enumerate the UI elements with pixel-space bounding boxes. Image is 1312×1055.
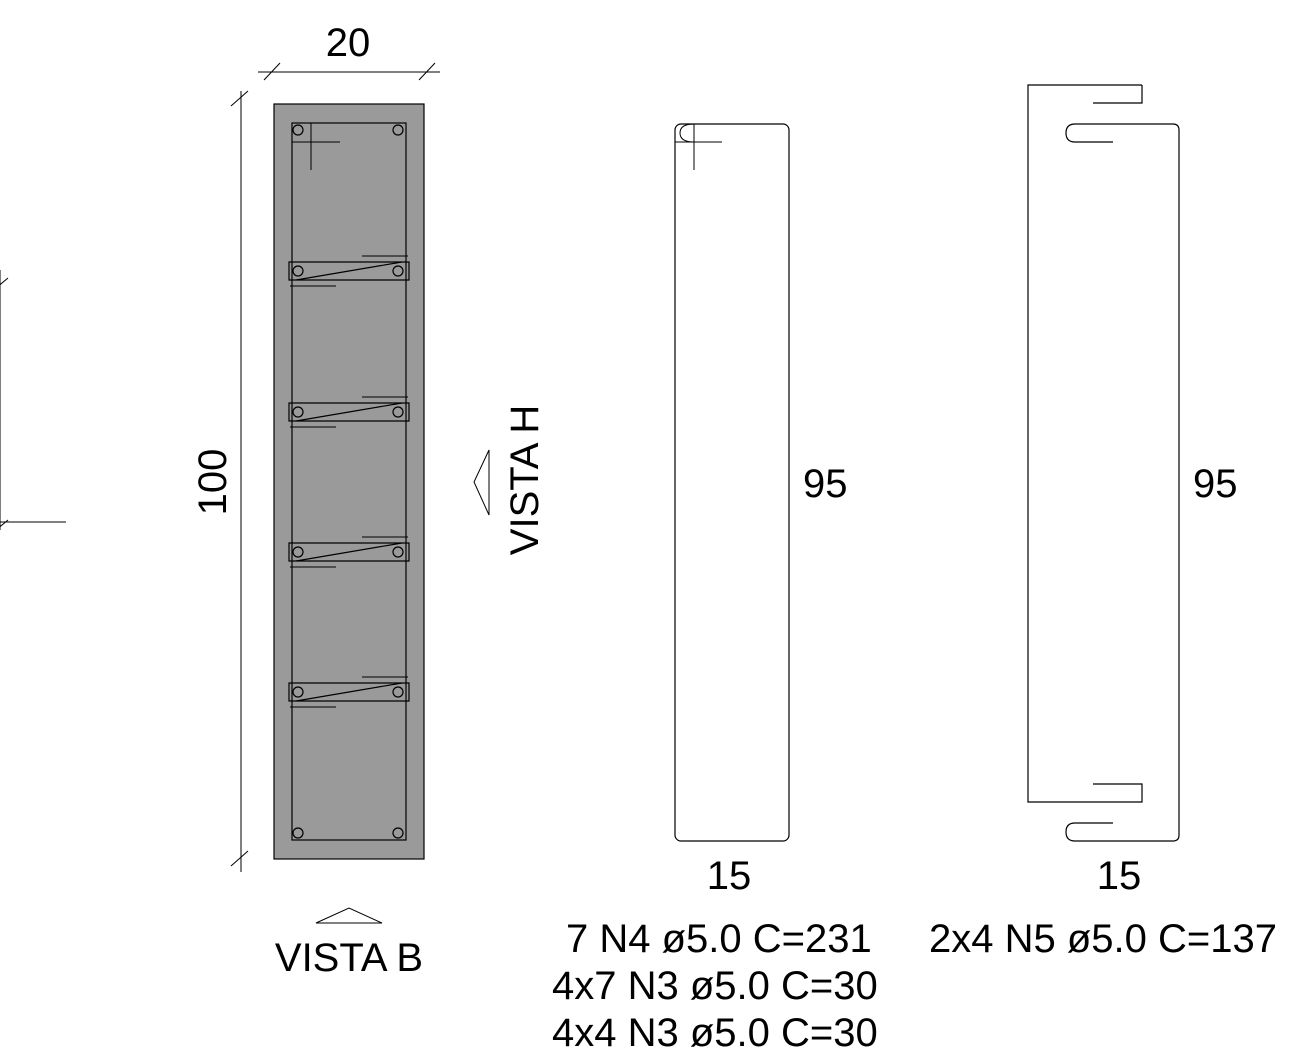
n4-spec-label: 7 N4 ø5.0 C=231 <box>566 917 872 961</box>
height-dimension-label: 100 <box>191 449 235 516</box>
bar-dot <box>392 124 404 136</box>
tie-spec-label-1: 4x7 N3 ø5.0 C=30 <box>552 964 878 1008</box>
stirrup-n5-shape: 95 15 <box>1027 84 1238 898</box>
n5-height-label: 95 <box>1193 462 1238 506</box>
view-h-marker: VISTA H <box>473 405 547 555</box>
concrete-section <box>273 103 425 860</box>
bar-dot <box>292 124 304 136</box>
bar-schedule: 7 N4 ø5.0 C=231 2x4 N5 ø5.0 C=137 4x7 N3… <box>552 917 1277 1055</box>
tie-spec-label-2: 4x4 N3 ø5.0 C=30 <box>552 1011 878 1055</box>
height-dimension: 100 <box>191 90 249 872</box>
cross-tie <box>288 536 410 568</box>
longitudinal-bars <box>292 124 404 839</box>
n5-spec-label: 2x4 N5 ø5.0 C=137 <box>929 917 1277 961</box>
view-h-label: VISTA H <box>503 405 547 555</box>
left-partial-dimension <box>0 270 66 530</box>
cross-tie <box>288 255 410 287</box>
width-dimension-label: 20 <box>326 21 371 65</box>
n4-width-label: 15 <box>707 854 752 898</box>
view-b-label: VISTA B <box>275 936 423 980</box>
main-stirrup <box>291 122 407 841</box>
bar-dot <box>292 827 304 839</box>
bar-dot <box>392 827 404 839</box>
width-dimension: 20 <box>258 21 440 81</box>
stirrup-hook <box>292 123 340 170</box>
cross-tie <box>288 396 410 428</box>
n5-width-label: 15 <box>1097 854 1142 898</box>
stirrup-n4-shape: 95 15 <box>674 123 848 898</box>
cross-tie <box>288 676 410 708</box>
column-section: 20 100 <box>191 21 547 980</box>
view-b-marker: VISTA B <box>275 907 423 980</box>
n4-height-label: 95 <box>803 462 848 506</box>
